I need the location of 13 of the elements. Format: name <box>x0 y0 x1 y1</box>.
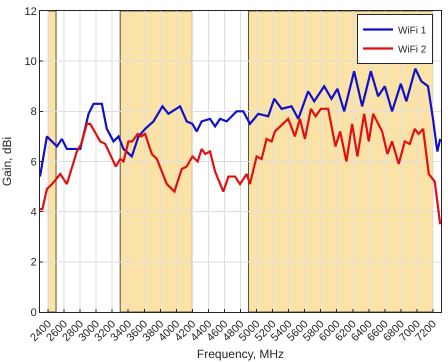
y-tick-label: 4 <box>30 206 37 219</box>
legend-label: WiFi 2 <box>398 44 427 56</box>
y-tick-label: 12 <box>24 6 37 18</box>
y-tick-label: 6 <box>30 156 37 168</box>
legend-label: WiFi 1 <box>398 25 427 36</box>
x-axis-title: Frequency, MHz <box>196 347 284 361</box>
y-tick-label: 0 <box>30 306 37 319</box>
y-tick-label: 8 <box>30 106 37 118</box>
y-tick-label: 10 <box>24 56 37 68</box>
y-axis-title: Gain, dBi <box>0 136 14 186</box>
line-series <box>40 108 441 226</box>
line-series <box>40 68 441 178</box>
y-tick-label: 2 <box>30 256 37 269</box>
